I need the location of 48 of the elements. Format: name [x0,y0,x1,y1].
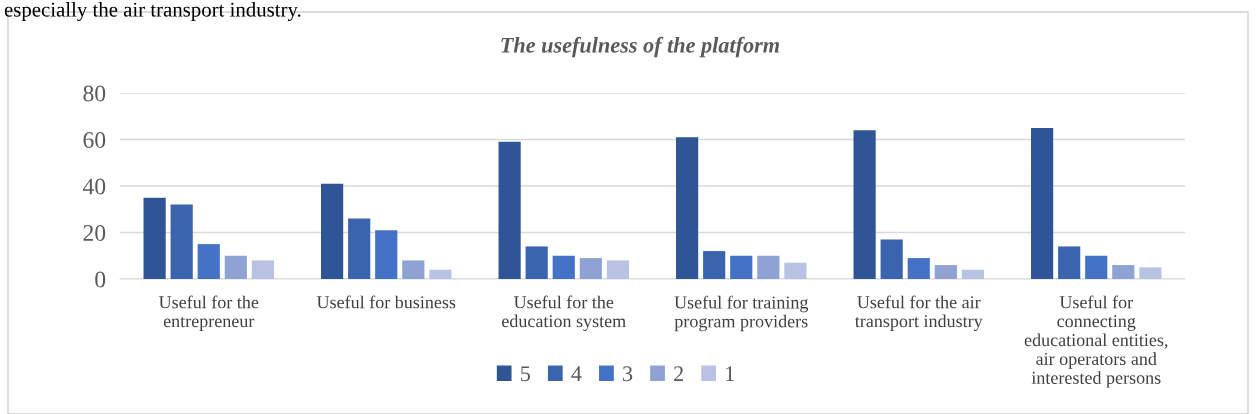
bar [402,260,425,279]
bar [429,269,452,279]
bar [606,260,629,279]
legend-label: 2 [674,366,683,381]
text: especially the air transport industry. [4,2,301,21]
y-tick-label: 40 [82,178,106,195]
y-tick-label: 60 [83,131,106,148]
bar [321,183,344,279]
x-tick-label: Useful for the air transport industry [854,295,983,331]
y-tick-label: 20 [83,224,106,241]
bar [197,244,220,279]
bar [498,141,521,279]
bar [170,204,193,279]
bar [757,255,780,279]
bar [251,260,274,279]
y-tick-label: 0 [95,271,106,288]
bar [1085,255,1108,279]
x-tick-label: Useful for the entrepreneur [158,295,259,331]
bar [703,251,726,279]
bar [961,269,984,279]
bar [1139,267,1162,279]
bar [1112,265,1135,279]
x-tick-label: Useful for business [316,295,456,309]
x-tick-label: Useful for the education system [502,295,626,331]
bar [579,258,602,279]
x-tick-label: Useful for training program providers [674,295,809,332]
y-tick-label: 80 [83,85,106,102]
bar [907,258,930,279]
bar [676,137,699,279]
legend-label: 4 [571,366,582,381]
bar [730,255,753,279]
legend-label: 1 [726,366,734,381]
bar [784,262,807,279]
bar [525,246,548,279]
bar [348,218,371,279]
legend-label: 5 [521,366,530,382]
bar [375,230,398,279]
bar [934,265,957,279]
bar [1031,127,1054,279]
bar [224,255,247,279]
x-tick-label: Useful for connecting educational entities, air operators and interested persons [1024,295,1168,388]
bar [552,255,575,279]
bar [880,239,903,279]
chart-title: The usefulness of the platform [501,36,779,58]
bar [853,130,876,279]
legend-label: 3 [623,366,633,382]
bar [1058,246,1081,279]
bar [143,197,166,279]
